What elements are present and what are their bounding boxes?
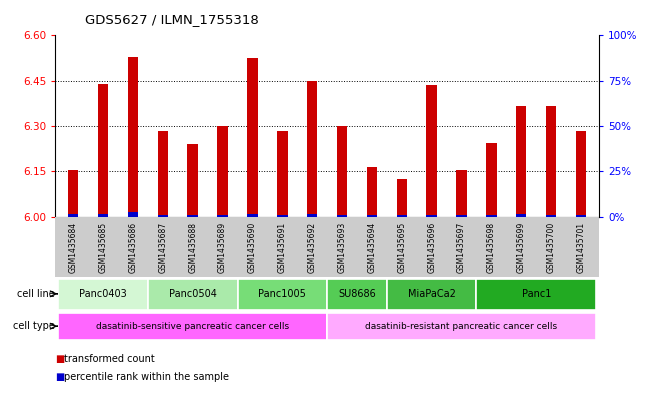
Text: Panc0504: Panc0504	[169, 289, 217, 299]
Bar	[396, 179, 407, 217]
Bar	[238, 279, 327, 310]
Text: GSM1435699: GSM1435699	[517, 222, 526, 273]
Text: GSM1435688: GSM1435688	[188, 222, 197, 273]
Bar	[307, 81, 318, 217]
Text: GSM1435687: GSM1435687	[158, 222, 167, 273]
Text: GSM1435693: GSM1435693	[338, 222, 346, 273]
Text: GSM1435689: GSM1435689	[218, 222, 227, 273]
Text: dasatinib-sensitive pancreatic cancer cells: dasatinib-sensitive pancreatic cancer ce…	[96, 322, 289, 331]
Bar	[68, 215, 79, 217]
Bar	[396, 215, 407, 217]
Bar	[158, 215, 168, 217]
Bar	[59, 313, 327, 340]
Text: GSM1435697: GSM1435697	[457, 222, 466, 273]
Bar	[187, 215, 198, 217]
Text: dasatinib-resistant pancreatic cancer cells: dasatinib-resistant pancreatic cancer ce…	[365, 322, 558, 331]
Text: GSM1435701: GSM1435701	[577, 222, 585, 273]
Bar	[516, 215, 527, 217]
Text: Panc0403: Panc0403	[79, 289, 127, 299]
Bar	[68, 170, 79, 217]
Bar	[337, 215, 347, 217]
Bar	[59, 279, 148, 310]
Bar	[327, 279, 387, 310]
Bar	[575, 130, 587, 217]
Bar	[128, 212, 138, 217]
Bar	[148, 279, 238, 310]
Bar	[367, 215, 377, 217]
Text: GSM1435700: GSM1435700	[547, 222, 556, 273]
Bar	[546, 107, 557, 217]
Bar	[456, 170, 467, 217]
Bar	[546, 215, 557, 217]
Text: GSM1435698: GSM1435698	[487, 222, 496, 273]
Bar	[98, 84, 108, 217]
Text: GSM1435695: GSM1435695	[397, 222, 406, 273]
Text: GSM1435684: GSM1435684	[69, 222, 77, 273]
Bar	[477, 279, 596, 310]
Bar	[516, 107, 527, 217]
Text: percentile rank within the sample: percentile rank within the sample	[64, 372, 229, 382]
Bar	[486, 215, 497, 217]
Text: ■: ■	[55, 354, 64, 364]
Bar	[128, 57, 138, 217]
Bar	[247, 58, 258, 217]
Bar	[456, 215, 467, 217]
Bar	[277, 130, 288, 217]
Text: SU8686: SU8686	[338, 289, 376, 299]
Bar	[426, 215, 437, 217]
Text: transformed count: transformed count	[64, 354, 154, 364]
Text: GSM1435692: GSM1435692	[308, 222, 316, 273]
Bar	[217, 215, 228, 217]
Text: ■: ■	[55, 372, 64, 382]
Text: cell type: cell type	[12, 321, 55, 331]
Text: GSM1435686: GSM1435686	[128, 222, 137, 273]
Bar	[327, 313, 596, 340]
Text: Panc1: Panc1	[521, 289, 551, 299]
Text: GDS5627 / ILMN_1755318: GDS5627 / ILMN_1755318	[85, 13, 258, 26]
Bar	[387, 279, 477, 310]
Bar	[486, 143, 497, 217]
Bar	[247, 215, 258, 217]
Text: GSM1435690: GSM1435690	[248, 222, 257, 273]
Bar	[575, 215, 587, 217]
Bar	[337, 126, 347, 217]
Bar	[158, 130, 168, 217]
Bar	[307, 215, 318, 217]
Text: cell line: cell line	[17, 289, 55, 299]
Bar	[277, 215, 288, 217]
Text: MiaPaCa2: MiaPaCa2	[408, 289, 456, 299]
Text: GSM1435685: GSM1435685	[98, 222, 107, 273]
Text: GSM1435691: GSM1435691	[278, 222, 287, 273]
Bar	[217, 126, 228, 217]
Bar	[426, 85, 437, 217]
Text: GSM1435694: GSM1435694	[367, 222, 376, 273]
Text: GSM1435696: GSM1435696	[427, 222, 436, 273]
Bar	[187, 144, 198, 217]
Text: Panc1005: Panc1005	[258, 289, 306, 299]
Bar	[98, 215, 108, 217]
Bar	[367, 167, 377, 217]
